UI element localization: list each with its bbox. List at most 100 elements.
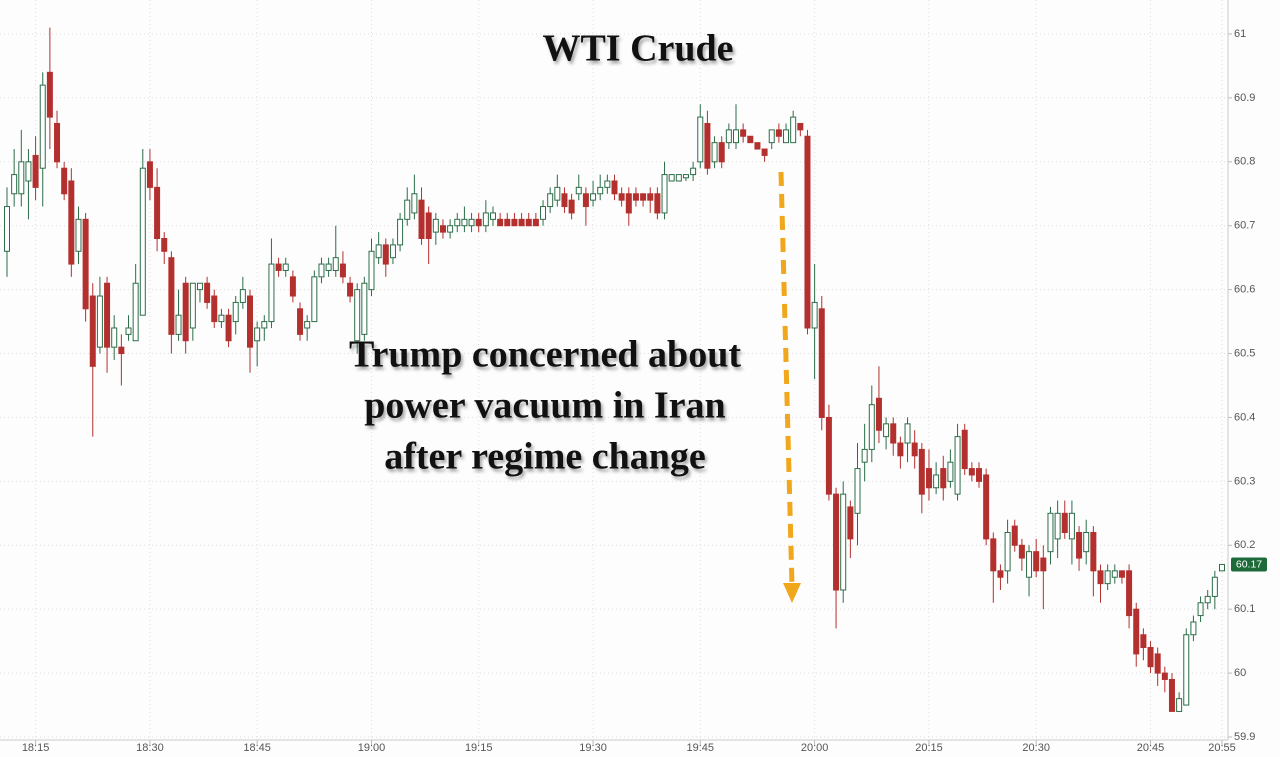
candle-body <box>704 122 711 169</box>
candle-body <box>196 282 203 291</box>
candle-body <box>32 154 39 188</box>
candle-body <box>604 180 611 188</box>
candle-body <box>654 193 661 214</box>
candle-body <box>547 193 554 208</box>
candle-body <box>454 218 461 227</box>
y-tick-label: 60 <box>1234 667 1246 679</box>
candle-body <box>1083 531 1090 553</box>
candle-body <box>182 282 189 342</box>
candle-body <box>632 193 639 201</box>
candle-body <box>625 193 632 214</box>
candle-body <box>733 129 739 144</box>
candle-body <box>1190 621 1197 636</box>
candle-body <box>697 116 704 163</box>
candle-body <box>339 263 346 278</box>
candle-body <box>954 436 961 495</box>
candle-body <box>482 212 489 227</box>
candle-body <box>139 167 146 316</box>
candle-body <box>1054 512 1061 540</box>
candle-body <box>382 244 389 265</box>
candle-body <box>54 122 61 163</box>
candle-body <box>575 186 582 195</box>
candle-body <box>554 186 561 201</box>
candle-body <box>718 142 725 163</box>
candle-body <box>39 84 46 169</box>
candle-body <box>675 174 682 182</box>
candle-body <box>968 468 975 476</box>
candle-body <box>532 218 539 227</box>
candle-body <box>847 506 854 540</box>
candle-body <box>883 423 890 438</box>
x-tick-label: 20:45 <box>1137 742 1165 754</box>
candle-body <box>468 218 475 227</box>
x-tick-label: 20:00 <box>801 742 829 754</box>
candle-body <box>168 257 175 335</box>
candle-body <box>811 301 818 329</box>
candle-body <box>282 263 289 271</box>
candle-body <box>775 129 782 137</box>
candle-body <box>1219 563 1225 572</box>
x-tick-label: 19:00 <box>358 742 386 754</box>
candle-body <box>439 225 446 233</box>
candle-body <box>983 474 990 540</box>
x-tick-label: 20:55 <box>1208 742 1236 754</box>
arrow-shaft <box>778 171 795 587</box>
candle-body <box>146 161 153 188</box>
candle-body <box>411 193 418 214</box>
candle-body <box>890 423 897 444</box>
candle-body <box>582 193 589 208</box>
candle-body <box>418 199 425 240</box>
candle-body <box>118 346 125 355</box>
candle-body <box>1004 531 1011 572</box>
candle-body <box>111 327 118 348</box>
last-price-label: 60.17 <box>1236 559 1262 571</box>
candle-body <box>511 218 518 227</box>
candle-body <box>211 295 218 323</box>
x-tick-label: 20:30 <box>1022 742 1050 754</box>
candle-body <box>425 212 432 240</box>
candle-body <box>497 218 504 227</box>
x-tick-label: 19:30 <box>579 742 607 754</box>
x-tick-label: 20:15 <box>915 742 943 754</box>
candle-body <box>1161 672 1168 680</box>
candle-body <box>690 167 697 176</box>
candle-body <box>768 129 775 144</box>
candle-body <box>361 282 368 335</box>
candle-body <box>568 199 575 214</box>
y-tick-label: 60.5 <box>1234 347 1255 359</box>
candle-body <box>1068 512 1075 540</box>
candle-body <box>947 461 954 482</box>
candle-body <box>1011 525 1018 546</box>
candle-body <box>1126 570 1133 617</box>
candle-body <box>289 276 296 297</box>
candle-body <box>247 295 253 348</box>
x-tick-label: 18:15 <box>22 742 50 754</box>
candle-body <box>1047 512 1054 553</box>
x-tick-label: 19:45 <box>686 742 714 754</box>
candle-body <box>597 186 604 195</box>
candle-body <box>490 212 496 220</box>
candle-body <box>375 244 382 259</box>
annotation: Trump concerned about <box>349 334 741 376</box>
candle-body <box>125 327 132 335</box>
y-tick-label: 60.4 <box>1234 411 1255 423</box>
candle-body <box>518 218 525 227</box>
y-tick-label: 60.2 <box>1234 539 1255 551</box>
candle-body <box>354 289 361 342</box>
candle-body <box>132 282 139 342</box>
candle-body <box>740 129 747 137</box>
candle-body <box>933 474 940 489</box>
candle-body <box>861 448 868 463</box>
candle-body <box>1040 557 1047 572</box>
candle-body <box>561 193 568 208</box>
candle-body <box>389 244 396 259</box>
candle-body <box>397 218 404 246</box>
candle-body <box>661 174 668 214</box>
candle-body <box>833 493 840 591</box>
candle-body <box>961 429 968 470</box>
candle-body <box>1140 634 1147 649</box>
candle-body <box>325 263 332 271</box>
